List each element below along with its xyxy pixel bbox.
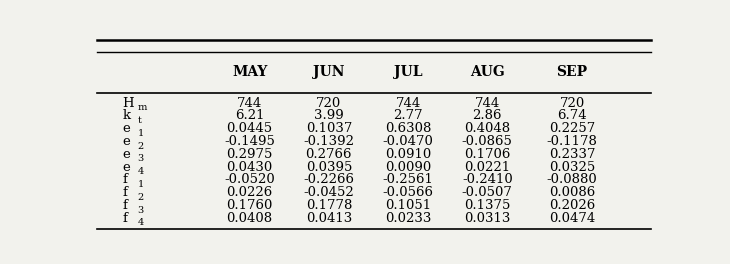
Text: JUN: JUN xyxy=(313,65,345,79)
Text: f: f xyxy=(123,173,127,186)
Text: -0.1495: -0.1495 xyxy=(224,135,275,148)
Text: -0.2266: -0.2266 xyxy=(304,173,354,186)
Text: 0.2975: 0.2975 xyxy=(226,148,273,161)
Text: -0.1392: -0.1392 xyxy=(304,135,354,148)
Text: -0.0520: -0.0520 xyxy=(224,173,275,186)
Text: -0.0880: -0.0880 xyxy=(547,173,598,186)
Text: -0.2410: -0.2410 xyxy=(462,173,512,186)
Text: 0.0408: 0.0408 xyxy=(226,212,273,225)
Text: -0.2561: -0.2561 xyxy=(383,173,434,186)
Text: H: H xyxy=(123,97,134,110)
Text: JUL: JUL xyxy=(393,65,423,79)
Text: 0.0086: 0.0086 xyxy=(549,186,595,199)
Text: MAY: MAY xyxy=(232,65,267,79)
Text: 0.2026: 0.2026 xyxy=(549,199,595,212)
Text: 0.1760: 0.1760 xyxy=(226,199,273,212)
Text: 0.1778: 0.1778 xyxy=(306,199,352,212)
Text: 0.0233: 0.0233 xyxy=(385,212,431,225)
Text: 0.0313: 0.0313 xyxy=(464,212,510,225)
Text: 720: 720 xyxy=(559,97,585,110)
Text: 2.77: 2.77 xyxy=(393,110,423,122)
Text: AUG: AUG xyxy=(470,65,504,79)
Text: 0.0413: 0.0413 xyxy=(306,212,352,225)
Text: 0.0430: 0.0430 xyxy=(226,161,273,174)
Text: e: e xyxy=(123,122,130,135)
Text: 4: 4 xyxy=(138,167,144,176)
Text: 0.0325: 0.0325 xyxy=(549,161,595,174)
Text: 6.21: 6.21 xyxy=(235,110,264,122)
Text: 744: 744 xyxy=(474,97,500,110)
Text: 1: 1 xyxy=(138,180,144,189)
Text: -0.0507: -0.0507 xyxy=(462,186,512,199)
Text: 2.86: 2.86 xyxy=(472,110,502,122)
Text: f: f xyxy=(123,212,127,225)
Text: e: e xyxy=(123,161,130,174)
Text: 0.1037: 0.1037 xyxy=(306,122,352,135)
Text: 720: 720 xyxy=(316,97,342,110)
Text: 0.6308: 0.6308 xyxy=(385,122,431,135)
Text: 0.1051: 0.1051 xyxy=(385,199,431,212)
Text: SEP: SEP xyxy=(556,65,588,79)
Text: -0.0452: -0.0452 xyxy=(304,186,354,199)
Text: 0.0445: 0.0445 xyxy=(226,122,273,135)
Text: -0.0865: -0.0865 xyxy=(462,135,512,148)
Text: 4: 4 xyxy=(138,218,144,227)
Text: f: f xyxy=(123,186,127,199)
Text: 6.74: 6.74 xyxy=(557,110,587,122)
Text: 3: 3 xyxy=(138,206,144,215)
Text: 0.4048: 0.4048 xyxy=(464,122,510,135)
Text: 744: 744 xyxy=(237,97,262,110)
Text: 0.2257: 0.2257 xyxy=(549,122,595,135)
Text: k: k xyxy=(123,110,131,122)
Text: 0.2337: 0.2337 xyxy=(549,148,596,161)
Text: 2: 2 xyxy=(138,193,144,202)
Text: 1: 1 xyxy=(138,129,144,138)
Text: -0.0566: -0.0566 xyxy=(383,186,434,199)
Text: 0.0226: 0.0226 xyxy=(226,186,273,199)
Text: t: t xyxy=(138,116,142,125)
Text: e: e xyxy=(123,135,130,148)
Text: 3: 3 xyxy=(138,154,144,163)
Text: e: e xyxy=(123,148,130,161)
Text: 0.0395: 0.0395 xyxy=(306,161,352,174)
Text: -0.1178: -0.1178 xyxy=(547,135,598,148)
Text: 0.0090: 0.0090 xyxy=(385,161,431,174)
Text: 0.0474: 0.0474 xyxy=(549,212,595,225)
Text: 0.0910: 0.0910 xyxy=(385,148,431,161)
Text: 0.0221: 0.0221 xyxy=(464,161,510,174)
Text: -0.0470: -0.0470 xyxy=(383,135,434,148)
Text: 0.2766: 0.2766 xyxy=(306,148,352,161)
Text: m: m xyxy=(138,103,147,112)
Text: 3.99: 3.99 xyxy=(314,110,344,122)
Text: 0.1706: 0.1706 xyxy=(464,148,510,161)
Text: f: f xyxy=(123,199,127,212)
Text: 0.1375: 0.1375 xyxy=(464,199,510,212)
Text: 2: 2 xyxy=(138,142,144,150)
Text: 744: 744 xyxy=(396,97,420,110)
